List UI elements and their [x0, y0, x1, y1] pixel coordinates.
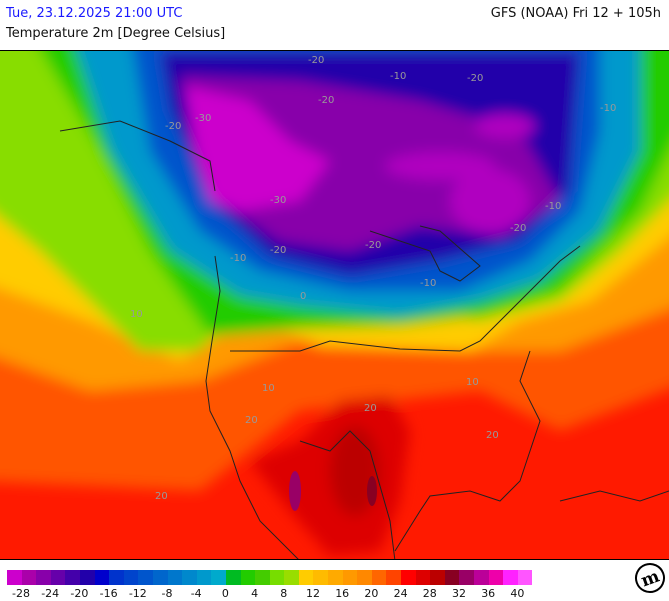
- color-scale-label: -24: [41, 587, 60, 600]
- color-scale-swatch: [328, 570, 343, 585]
- color-scale-swatch: [167, 570, 183, 585]
- contour-label: 10: [466, 377, 479, 388]
- model-run: GFS (NOAA) Fri 12 + 105h: [490, 6, 661, 21]
- contour-label: 10: [130, 309, 143, 320]
- contour-label: -20: [510, 223, 526, 234]
- color-scale-swatch: [182, 570, 197, 585]
- color-scale-swatch: [371, 570, 387, 585]
- field-maroon-spot: [289, 471, 301, 511]
- temperature-map[interactable]: -20 -20 -10 -20 -30 -20 -30 -20 -10 -20 …: [0, 50, 669, 560]
- contour-label: -10: [420, 278, 436, 289]
- color-scale-swatch: [211, 570, 226, 585]
- contour-label: -30: [195, 113, 211, 124]
- color-scale-swatch: [225, 570, 241, 585]
- color-scale-swatch: [488, 570, 504, 585]
- contour-label: 20: [245, 415, 258, 426]
- contour-label: -30: [270, 195, 286, 206]
- contour-label: -10: [545, 201, 561, 212]
- color-scale-label: -4: [190, 587, 202, 600]
- color-scale-label: 24: [393, 587, 408, 600]
- field-magenta-quebec: [450, 169, 530, 233]
- color-scale-label: 28: [422, 587, 437, 600]
- color-scale-label: 40: [510, 587, 525, 600]
- color-scale-swatch: [357, 570, 372, 585]
- color-scale-swatch: [138, 570, 153, 585]
- color-scale-swatch: [415, 570, 431, 585]
- color-scale-swatch: [342, 570, 358, 585]
- color-scale-label: 16: [335, 587, 350, 600]
- valid-time: Tue, 23.12.2025 21:00 UTC: [6, 6, 183, 21]
- contour-label: -20: [165, 121, 181, 132]
- color-scale-swatch: [65, 570, 80, 585]
- color-scale-swatch: [386, 570, 402, 585]
- color-scale-label: -16: [99, 587, 118, 600]
- color-scale-swatch: [36, 570, 51, 585]
- field-maroon-spot: [367, 476, 377, 506]
- color-scale-label: 12: [306, 587, 320, 600]
- color-scale-swatch: [255, 570, 270, 585]
- field-magenta: [185, 86, 330, 211]
- contour-label: 0: [300, 291, 306, 302]
- color-scale-swatch: [459, 570, 474, 585]
- color-scale-swatch: [444, 570, 460, 585]
- contour-label: -20: [318, 95, 334, 106]
- color-scale-swatch: [430, 570, 445, 585]
- color-scale-swatch: [269, 570, 285, 585]
- color-scale-label: -8: [161, 587, 173, 600]
- coastlines: [59, 120, 669, 559]
- contour-label: -10: [600, 103, 616, 114]
- color-scale-swatch: [401, 570, 416, 585]
- color-scale-label: -20: [70, 587, 89, 600]
- color-scale-swatch: [109, 570, 124, 585]
- color-scale-label: 36: [481, 587, 496, 600]
- color-scale-swatch: [503, 570, 518, 585]
- color-scale-label: 0: [221, 587, 229, 600]
- color-scale-swatch: [94, 570, 110, 585]
- color-scale-swatch: [152, 570, 168, 585]
- contour-label: -20: [365, 240, 381, 251]
- contour-label: 20: [486, 430, 499, 441]
- color-scale-swatch: [298, 570, 314, 585]
- color-scale-swatch: [240, 570, 256, 585]
- meteologix-logo: m: [630, 558, 669, 598]
- contour-label: -10: [230, 253, 246, 264]
- color-scale-labels: -28 -24 -20 -16 -12 -8 -4 0 4 8 12 16 20…: [0, 587, 560, 601]
- color-scale-swatch: [7, 570, 22, 585]
- color-scale-label: 8: [280, 587, 288, 600]
- color-scale-swatch: [517, 570, 533, 585]
- color-scale-swatch: [284, 570, 299, 585]
- color-scale-swatch: [50, 570, 66, 585]
- color-scale-label: 4: [251, 587, 259, 600]
- color-scale-label: -28: [12, 587, 30, 600]
- color-scale-swatch: [313, 570, 329, 585]
- contour-label: -20: [467, 73, 483, 84]
- contour-label: -20: [308, 55, 324, 66]
- color-scale-swatch: [21, 570, 37, 585]
- contour-labels: -20 -20 -10 -20 -30 -20 -30 -20 -10 -20 …: [130, 55, 616, 502]
- parameter-title: Temperature 2m [Degree Celsius]: [6, 26, 226, 41]
- field-magenta-arctic: [385, 152, 495, 180]
- color-scale-swatch: [79, 570, 95, 585]
- contour-label: -10: [390, 71, 406, 82]
- field-magenta-greenland: [475, 114, 535, 138]
- contour-label: 20: [364, 403, 377, 414]
- color-scale: [7, 570, 533, 585]
- contour-label: -20: [270, 245, 286, 256]
- color-scale-label: -12: [128, 587, 147, 600]
- color-scale-swatch: [196, 570, 212, 585]
- contour-label: 20: [155, 491, 168, 502]
- color-scale-label: 32: [452, 587, 466, 600]
- color-scale-label: 20: [364, 587, 379, 600]
- color-scale-swatch: [123, 570, 139, 585]
- contour-label: 10: [262, 383, 275, 394]
- color-scale-swatch: [474, 570, 489, 585]
